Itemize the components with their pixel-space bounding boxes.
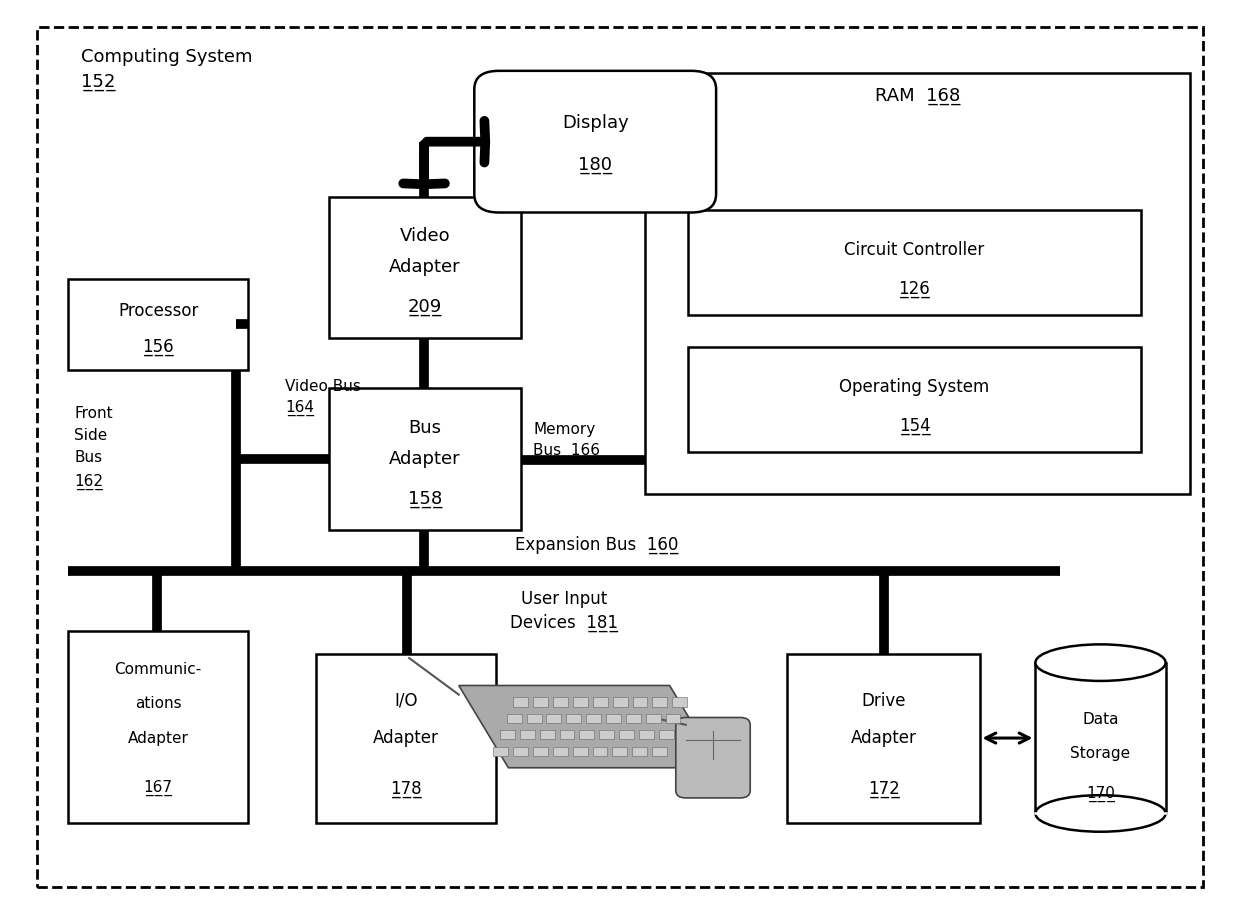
Polygon shape	[527, 714, 542, 723]
Bar	[329, 388, 521, 530]
Polygon shape	[533, 747, 548, 756]
Text: 1̲2̲6̲: 1̲2̲6̲	[899, 280, 930, 298]
Polygon shape	[579, 730, 594, 739]
Text: Adapter: Adapter	[373, 729, 439, 747]
Polygon shape	[533, 697, 548, 707]
Text: 1̲8̲0̲: 1̲8̲0̲	[578, 155, 613, 174]
Polygon shape	[494, 747, 508, 756]
Polygon shape	[459, 686, 719, 768]
Polygon shape	[593, 697, 608, 707]
Polygon shape	[547, 714, 562, 723]
Text: 2̲0̲9̲: 2̲0̲9̲	[408, 298, 441, 316]
Text: RAM  1̲6̲8̲: RAM 1̲6̲8̲	[875, 87, 960, 105]
Polygon shape	[639, 730, 653, 739]
Polygon shape	[593, 747, 608, 756]
Polygon shape	[666, 714, 681, 723]
Polygon shape	[652, 697, 667, 707]
Text: Side: Side	[74, 428, 108, 442]
Text: Adapter: Adapter	[851, 729, 916, 747]
Text: Communic-: Communic-	[114, 662, 202, 676]
Text: 1̲6̲7̲: 1̲6̲7̲	[144, 780, 172, 796]
Text: 1̲6̲4̲: 1̲6̲4̲	[285, 399, 314, 416]
Polygon shape	[559, 730, 574, 739]
Text: Computing System: Computing System	[81, 48, 252, 66]
Text: 1̲7̲2̲: 1̲7̲2̲	[868, 780, 899, 798]
Text: 1̲5̲8̲: 1̲5̲8̲	[408, 490, 441, 508]
Polygon shape	[619, 730, 634, 739]
Text: 1̲5̲4̲: 1̲5̲4̲	[899, 417, 930, 435]
Polygon shape	[587, 714, 601, 723]
Polygon shape	[626, 714, 641, 723]
Bar	[688, 347, 1141, 452]
Polygon shape	[513, 747, 528, 756]
Polygon shape	[573, 697, 588, 707]
Bar	[68, 279, 248, 370]
Polygon shape	[606, 714, 621, 723]
Bar	[68, 631, 248, 823]
Ellipse shape	[1035, 795, 1166, 832]
Text: Front: Front	[74, 406, 113, 420]
Text: Expansion Bus  1̲6̲0̲: Expansion Bus 1̲6̲0̲	[515, 536, 678, 554]
Text: Processor: Processor	[118, 302, 198, 320]
Polygon shape	[500, 730, 515, 739]
Polygon shape	[646, 714, 661, 723]
Text: Bus: Bus	[74, 450, 103, 464]
Polygon shape	[567, 714, 582, 723]
Text: Display: Display	[562, 114, 629, 133]
Text: Data: Data	[1083, 712, 1118, 727]
Text: 1̲5̲6̲: 1̲5̲6̲	[143, 338, 174, 356]
Text: Video: Video	[399, 228, 450, 245]
Polygon shape	[599, 730, 614, 739]
Bar	[329, 197, 521, 338]
Text: Bus: Bus	[408, 420, 441, 437]
Polygon shape	[672, 697, 687, 707]
Text: Bus  1̲6̲6̲: Bus 1̲6̲6̲	[533, 442, 600, 459]
Polygon shape	[613, 697, 627, 707]
Text: Circuit Controller: Circuit Controller	[844, 241, 985, 260]
Polygon shape	[652, 747, 667, 756]
FancyBboxPatch shape	[474, 71, 715, 213]
Text: Adapter: Adapter	[389, 259, 460, 276]
Bar	[688, 210, 1141, 315]
FancyBboxPatch shape	[676, 717, 750, 798]
Polygon shape	[613, 747, 627, 756]
Text: 1̲5̲2̲: 1̲5̲2̲	[81, 73, 115, 91]
Text: Drive: Drive	[862, 692, 905, 710]
Polygon shape	[632, 747, 647, 756]
Polygon shape	[539, 730, 554, 739]
Bar	[787, 654, 980, 823]
Polygon shape	[658, 730, 673, 739]
Text: User Input: User Input	[521, 590, 608, 608]
Text: ations: ations	[135, 696, 181, 711]
Polygon shape	[513, 697, 528, 707]
Polygon shape	[632, 697, 647, 707]
Text: Storage: Storage	[1070, 746, 1131, 760]
Text: 1̲6̲2̲: 1̲6̲2̲	[74, 473, 103, 490]
Polygon shape	[573, 747, 588, 756]
Polygon shape	[520, 730, 534, 739]
Ellipse shape	[1035, 644, 1166, 681]
Text: Adapter: Adapter	[389, 451, 460, 468]
Text: Memory: Memory	[533, 422, 595, 437]
Polygon shape	[553, 697, 568, 707]
Text: Adapter: Adapter	[128, 730, 188, 746]
Polygon shape	[553, 747, 568, 756]
Text: Operating System: Operating System	[839, 378, 990, 397]
Text: Devices  1̲8̲1̲: Devices 1̲8̲1̲	[510, 614, 619, 632]
Polygon shape	[507, 714, 522, 723]
Bar	[645, 73, 1190, 494]
Bar	[316, 654, 496, 823]
Text: I/O: I/O	[394, 692, 418, 710]
Text: 1̲7̲8̲: 1̲7̲8̲	[391, 780, 422, 798]
Text: Video Bus: Video Bus	[285, 379, 361, 394]
Text: 1̲7̲0̲: 1̲7̲0̲	[1086, 786, 1115, 802]
